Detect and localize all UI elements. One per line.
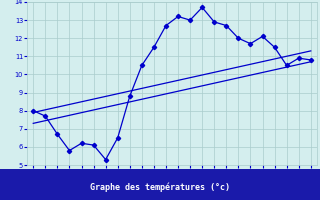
Text: Graphe des températures (°c): Graphe des températures (°c) [90, 182, 230, 192]
